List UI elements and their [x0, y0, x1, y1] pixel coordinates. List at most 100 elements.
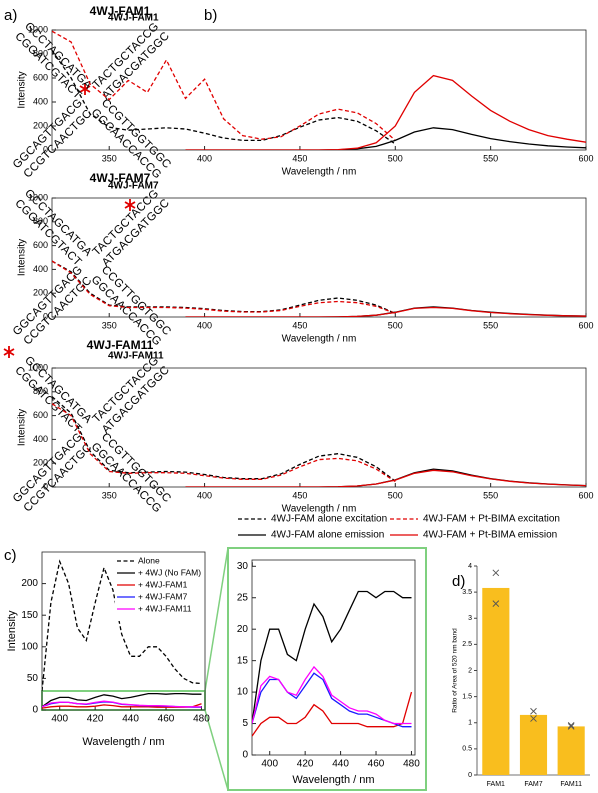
replicate-cross: [530, 715, 537, 722]
data-line: [52, 50, 396, 145]
x-axis-label: Wavelength / nm: [82, 736, 164, 748]
replicate-cross: [492, 600, 500, 607]
diagram-title: 4WJ-FAM1: [90, 4, 151, 18]
y-tick-label: 0: [43, 311, 48, 321]
y-tick-label: 200: [33, 458, 48, 468]
x-tick-label: 400: [261, 759, 278, 770]
fam-star: [3, 346, 15, 358]
data-line: [52, 403, 396, 483]
x-tick-label: 600: [578, 153, 593, 163]
y-tick-label: 200: [33, 120, 48, 130]
y-tick-label: 15: [237, 655, 249, 666]
legend-label: 4WJ-FAM alone emission: [271, 530, 384, 541]
y-tick-label: 600: [33, 240, 48, 250]
legend-label: + 4WJ-FAM11: [138, 603, 192, 613]
x-tick-label: 400: [197, 320, 212, 330]
fam-star: [124, 199, 136, 211]
y-tick-label: 150: [21, 610, 38, 621]
y-tick-label: 1000: [28, 24, 48, 34]
x-tick-label: 350: [102, 153, 117, 163]
x-tick-label: 550: [483, 490, 498, 500]
legend-box: [115, 555, 203, 621]
y-tick-label: 0: [242, 750, 248, 761]
x-tick-label: 440: [122, 714, 139, 725]
replicate-cross: [567, 723, 575, 730]
y-tick-label: 3.5: [462, 589, 472, 596]
panel-label: b): [204, 7, 217, 24]
y-tick-label: 1000: [28, 192, 48, 202]
y-axis-label: Intensity: [6, 610, 18, 651]
replicate-cross: [530, 707, 537, 715]
y-tick-label: 1000: [28, 362, 48, 372]
y-tick-label: 0: [468, 772, 472, 779]
y-tick-label: 800: [33, 48, 48, 58]
fam-star: [79, 83, 91, 95]
legend-label: + 4WJ-FAM1: [138, 579, 188, 589]
chart-title: 4WJ-FAM11: [108, 351, 164, 362]
y-tick-label: 200: [21, 578, 38, 589]
y-axis-label: Intensity: [17, 239, 28, 276]
x-tick-label: FAM7: [524, 781, 542, 788]
diagram-title: 4WJ-FAM7: [90, 171, 151, 185]
y-tick-label: 25: [237, 592, 249, 603]
y-tick-label: 600: [33, 72, 48, 82]
x-axis-label: Wavelength / nm: [282, 504, 357, 515]
zoom-connector: [204, 709, 229, 791]
data-line: [252, 590, 412, 724]
series-group: [252, 560, 413, 737]
replicate-cross: [567, 722, 575, 729]
y-tick-label: 2.5: [462, 641, 472, 648]
data-line: [252, 672, 412, 728]
y-tick-label: 5: [242, 718, 248, 729]
y-tick-label: 0.5: [462, 746, 472, 753]
data-line: [185, 74, 586, 150]
y-tick-label: 1.5: [462, 693, 472, 700]
x-tick-label: 550: [483, 320, 498, 330]
x-tick-label: 500: [388, 320, 403, 330]
y-tick-label: 1: [468, 720, 472, 727]
chart-title: 4WJ-FAM1: [108, 13, 159, 24]
panel-label: c): [4, 547, 17, 564]
legend-label: + 4WJ-FAM7: [138, 591, 188, 601]
y-axis-label: Intensity: [17, 71, 28, 108]
x-axis-label: Wavelength / nm: [282, 334, 357, 345]
diagram-title: 4WJ-FAM11: [87, 338, 154, 352]
x-tick-label: 350: [102, 320, 117, 330]
fam-stars: [3, 83, 136, 358]
y-axis-label: Intensity: [17, 409, 28, 446]
x-tick-label: 400: [51, 714, 68, 725]
y-tick-label: 20: [237, 624, 249, 635]
y-tick-label: 400: [33, 96, 48, 106]
x-tick-label: 480: [193, 714, 210, 725]
replicate-cross: [492, 569, 500, 577]
x-tick-label: FAM11: [560, 781, 582, 788]
y-tick-label: 10: [237, 687, 249, 698]
x-tick-label: 350: [102, 490, 117, 500]
plot-frame: [41, 551, 206, 711]
zoom-connector: [204, 547, 229, 692]
y-tick-label: 400: [33, 434, 48, 444]
x-tick-label: 600: [578, 490, 593, 500]
x-tick-label: 420: [297, 759, 314, 770]
legend-label: + 4WJ (No FAM): [138, 567, 201, 577]
bar: [482, 587, 510, 775]
y-tick-label: 4: [468, 563, 472, 570]
x-tick-label: 450: [292, 490, 307, 500]
legend-label: 4WJ-FAM + Pt-BIMA emission: [423, 530, 557, 541]
y-tick-label: 0: [43, 481, 48, 491]
x-axis-label: Wavelength / nm: [292, 774, 374, 786]
y-tick-label: 200: [33, 288, 48, 298]
legend-label: 4WJ-FAM alone excitation: [271, 514, 387, 525]
x-tick-label: 440: [332, 759, 349, 770]
x-tick-label: 400: [197, 153, 212, 163]
chart-title: 4WJ-FAM7: [108, 181, 159, 192]
y-tick-label: 800: [33, 386, 48, 396]
bar: [557, 726, 585, 775]
data-line: [52, 260, 396, 315]
y-tick-label: 30: [237, 561, 249, 572]
x-tick-label: 460: [368, 759, 385, 770]
data-line: [52, 396, 396, 482]
data-line: [185, 306, 586, 317]
data-line: [185, 468, 586, 487]
